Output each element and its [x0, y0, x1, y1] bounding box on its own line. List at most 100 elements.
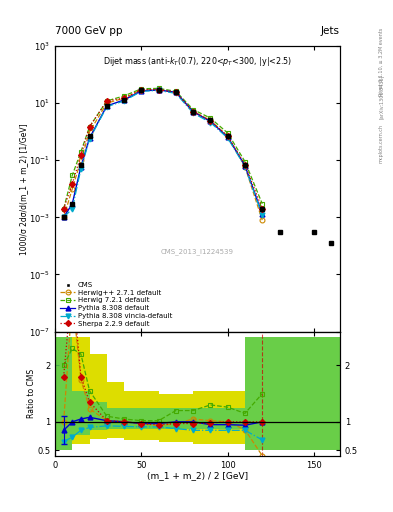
CMS	[70, 201, 75, 207]
Herwig 7.2.1 default	[70, 172, 75, 178]
Herwig 7.2.1 default	[156, 86, 161, 92]
Herwig 7.2.1 default	[225, 130, 230, 136]
Sherpa 2.2.9 default	[191, 109, 196, 115]
Text: Dijet mass (anti-$k_T$(0.7), 220<$p_T$<300, |y|<2.5): Dijet mass (anti-$k_T$(0.7), 220<$p_T$<3…	[103, 55, 292, 68]
Pythia 8.308 vincia-default	[139, 88, 144, 94]
Sherpa 2.2.9 default	[122, 95, 127, 101]
CMS	[156, 87, 161, 93]
Herwig 7.2.1 default	[122, 93, 127, 99]
CMS	[122, 97, 127, 103]
CMS	[139, 88, 144, 94]
Herwig 7.2.1 default	[260, 201, 264, 207]
Pythia 8.308 default	[87, 135, 92, 141]
Herwig++ 2.7.1 default	[260, 217, 264, 223]
Pythia 8.308 vincia-default	[61, 215, 66, 221]
Herwig++ 2.7.1 default	[242, 163, 247, 169]
Pythia 8.308 default	[105, 103, 109, 109]
CMS	[79, 162, 83, 168]
Herwig++ 2.7.1 default	[156, 87, 161, 93]
Pythia 8.308 vincia-default	[191, 110, 196, 116]
Sherpa 2.2.9 default	[70, 181, 75, 187]
Herwig 7.2.1 default	[105, 98, 109, 104]
Sherpa 2.2.9 default	[105, 98, 109, 104]
Text: Rivet 3.1.10, ≥ 3.2M events: Rivet 3.1.10, ≥ 3.2M events	[379, 27, 384, 96]
CMS	[329, 240, 334, 246]
Text: mcplots.cern.ch: mcplots.cern.ch	[379, 124, 384, 163]
Line: Sherpa 2.2.9 default: Sherpa 2.2.9 default	[62, 88, 264, 211]
CMS	[242, 162, 247, 168]
Sherpa 2.2.9 default	[139, 87, 144, 93]
Herwig 7.2.1 default	[79, 148, 83, 155]
Herwig++ 2.7.1 default	[105, 100, 109, 106]
Pythia 8.308 vincia-default	[242, 163, 247, 169]
Pythia 8.308 default	[260, 211, 264, 217]
Line: Herwig 7.2.1 default: Herwig 7.2.1 default	[61, 86, 264, 211]
Pythia 8.308 default	[122, 97, 127, 103]
Herwig 7.2.1 default	[61, 206, 66, 212]
CMS	[61, 215, 66, 221]
Pythia 8.308 default	[208, 118, 213, 124]
Pythia 8.308 vincia-default	[208, 119, 213, 125]
Herwig++ 2.7.1 default	[61, 215, 66, 221]
Sherpa 2.2.9 default	[242, 162, 247, 168]
Pythia 8.308 vincia-default	[122, 98, 127, 104]
Sherpa 2.2.9 default	[79, 152, 83, 158]
Pythia 8.308 vincia-default	[156, 88, 161, 94]
Sherpa 2.2.9 default	[174, 89, 178, 95]
Pythia 8.308 vincia-default	[87, 136, 92, 142]
Pythia 8.308 vincia-default	[174, 90, 178, 96]
Herwig++ 2.7.1 default	[122, 95, 127, 101]
Herwig 7.2.1 default	[191, 106, 196, 113]
Herwig++ 2.7.1 default	[225, 133, 230, 139]
Sherpa 2.2.9 default	[260, 206, 264, 212]
Pythia 8.308 vincia-default	[79, 166, 83, 172]
Line: CMS: CMS	[61, 87, 334, 245]
Pythia 8.308 default	[191, 109, 196, 115]
X-axis label: (m_1 + m_2) / 2 [GeV]: (m_1 + m_2) / 2 [GeV]	[147, 471, 248, 480]
Pythia 8.308 default	[79, 163, 83, 169]
CMS	[174, 89, 178, 95]
CMS	[260, 206, 264, 212]
Line: Herwig++ 2.7.1 default: Herwig++ 2.7.1 default	[61, 87, 264, 223]
CMS	[225, 133, 230, 139]
CMS	[105, 103, 109, 109]
CMS	[277, 229, 282, 236]
Text: Jets: Jets	[321, 26, 340, 36]
Sherpa 2.2.9 default	[225, 133, 230, 139]
Herwig++ 2.7.1 default	[79, 157, 83, 163]
Text: [arXiv:1306.3436]: [arXiv:1306.3436]	[379, 75, 384, 119]
CMS	[312, 229, 316, 236]
Herwig 7.2.1 default	[174, 88, 178, 94]
Sherpa 2.2.9 default	[61, 206, 66, 212]
Pythia 8.308 default	[174, 89, 178, 95]
Legend: CMS, Herwig++ 2.7.1 default, Herwig 7.2.1 default, Pythia 8.308 default, Pythia : CMS, Herwig++ 2.7.1 default, Herwig 7.2.…	[59, 281, 174, 328]
CMS	[87, 133, 92, 139]
Pythia 8.308 default	[61, 215, 66, 221]
Pythia 8.308 default	[70, 201, 75, 207]
Pythia 8.308 default	[139, 88, 144, 94]
Sherpa 2.2.9 default	[208, 118, 213, 124]
Pythia 8.308 vincia-default	[70, 206, 75, 212]
Text: CMS_2013_I1224539: CMS_2013_I1224539	[161, 248, 234, 255]
CMS	[191, 109, 196, 115]
Text: 7000 GeV pp: 7000 GeV pp	[55, 26, 123, 36]
Herwig 7.2.1 default	[208, 115, 213, 121]
Herwig++ 2.7.1 default	[70, 186, 75, 192]
Pythia 8.308 default	[156, 87, 161, 93]
Herwig++ 2.7.1 default	[87, 129, 92, 135]
Pythia 8.308 vincia-default	[105, 103, 109, 110]
Line: Pythia 8.308 vincia-default: Pythia 8.308 vincia-default	[61, 88, 264, 220]
Y-axis label: Ratio to CMS: Ratio to CMS	[27, 369, 36, 418]
Herwig++ 2.7.1 default	[174, 89, 178, 95]
Pythia 8.308 default	[225, 134, 230, 140]
Y-axis label: 1000/σ 2dσ/d(m_1 + m_2) [1/GeV]: 1000/σ 2dσ/d(m_1 + m_2) [1/GeV]	[19, 123, 28, 254]
CMS	[208, 117, 213, 123]
Herwig 7.2.1 default	[242, 159, 247, 165]
Herwig++ 2.7.1 default	[208, 117, 213, 123]
Pythia 8.308 vincia-default	[225, 135, 230, 141]
Sherpa 2.2.9 default	[87, 123, 92, 130]
Herwig 7.2.1 default	[139, 86, 144, 92]
Herwig 7.2.1 default	[87, 123, 92, 130]
Pythia 8.308 vincia-default	[260, 212, 264, 218]
Herwig++ 2.7.1 default	[139, 87, 144, 93]
